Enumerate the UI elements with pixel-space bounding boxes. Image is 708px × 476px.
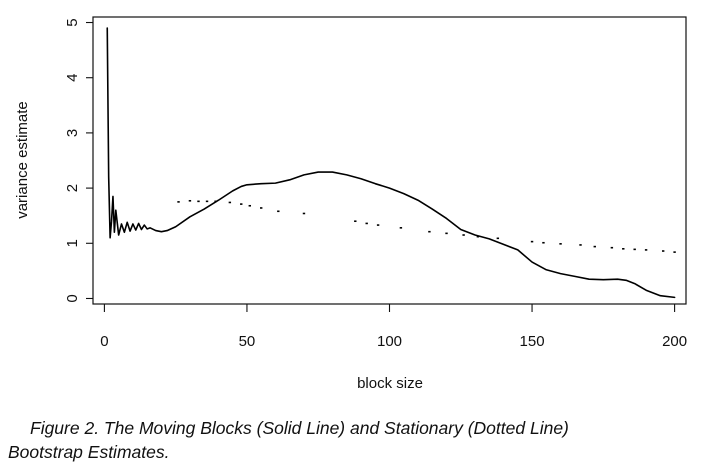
series-stationary-point bbox=[610, 246, 614, 249]
series-stationary-point bbox=[496, 237, 500, 240]
series-stationary-point bbox=[197, 200, 200, 203]
series-layer bbox=[106, 27, 676, 299]
series-stationary-point bbox=[302, 212, 306, 215]
y-axis: 0 1 2 3 4 5 bbox=[64, 18, 93, 303]
series-stationary-point bbox=[428, 230, 431, 233]
series-stationary-point bbox=[673, 251, 676, 253]
y-axis-title: variance estimate bbox=[14, 101, 31, 219]
series-stationary-point bbox=[188, 199, 192, 202]
series-stationary-point bbox=[462, 234, 465, 236]
series-stationary-point bbox=[579, 244, 582, 246]
x-tick-label: 150 bbox=[520, 333, 545, 350]
x-tick-label: 100 bbox=[377, 333, 402, 350]
plot-frame bbox=[92, 16, 687, 305]
caption-line-1: Figure 2. The Moving Blocks (Solid Line)… bbox=[30, 418, 569, 438]
series-stationary-point bbox=[593, 245, 596, 248]
series-stationary-point bbox=[633, 248, 636, 251]
series-stationary-point bbox=[661, 250, 665, 252]
caption-line-2: Bootstrap Estimates. bbox=[8, 442, 170, 462]
y-tick-label: 0 bbox=[64, 294, 81, 302]
series-stationary-point bbox=[622, 248, 625, 250]
series-stationary-point bbox=[260, 207, 263, 209]
series-stationary-point bbox=[205, 200, 209, 203]
y-tick-label: 3 bbox=[64, 129, 81, 137]
series-stationary-point bbox=[644, 249, 648, 251]
series-stationary-point bbox=[365, 222, 368, 225]
series-stationary-point bbox=[376, 224, 380, 226]
y-tick-label: 5 bbox=[64, 18, 81, 26]
y-tick-label: 2 bbox=[64, 184, 81, 192]
x-tick-label: 200 bbox=[662, 333, 687, 350]
series-stationary-point bbox=[240, 203, 243, 205]
figure-caption: Figure 2. The Moving Blocks (Solid Line)… bbox=[8, 416, 708, 464]
x-tick-label: 50 bbox=[239, 333, 256, 350]
series-stationary-point bbox=[530, 240, 534, 243]
x-tick-label: 0 bbox=[100, 333, 108, 350]
x-axis-title: block size bbox=[357, 375, 423, 392]
series-stationary-point bbox=[399, 227, 403, 229]
series-stationary-point bbox=[214, 200, 217, 203]
series-stationary-point bbox=[542, 241, 545, 244]
series-stationary-point bbox=[248, 204, 251, 207]
series-stationary-point bbox=[177, 201, 180, 203]
x-axis: 0 50 100 150 200 bbox=[100, 304, 687, 350]
series-stationary-point bbox=[354, 220, 357, 223]
series-stationary-point bbox=[277, 210, 280, 213]
y-tick-label: 4 bbox=[64, 74, 81, 82]
series-stationary-point bbox=[476, 235, 480, 238]
series-stationary-point bbox=[559, 243, 562, 245]
y-tick-label: 1 bbox=[64, 239, 81, 247]
series-stationary-point bbox=[228, 201, 232, 204]
series-stationary-point bbox=[445, 232, 448, 235]
series-moving-blocks-line bbox=[106, 27, 676, 299]
